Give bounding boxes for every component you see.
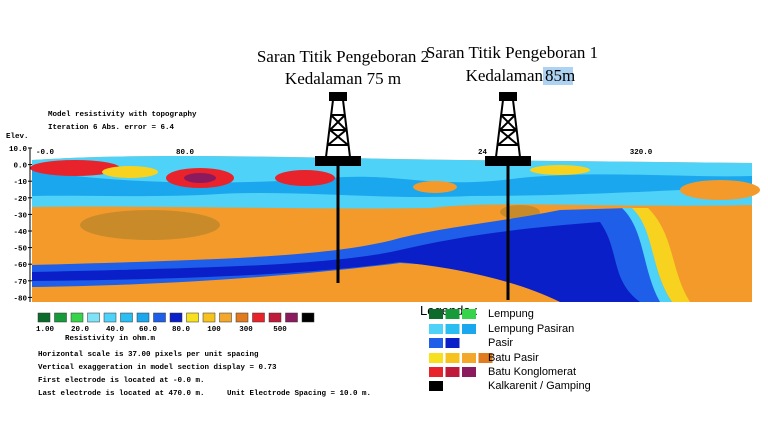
legend-swatch [462,324,476,334]
y-tick-label: -50 [13,246,27,254]
legend-label: Batu Pasir [488,352,539,364]
legend-swatch [429,367,443,377]
scale-swatch [87,312,100,323]
y-tick-label: 0.0 [13,163,27,171]
y-tick-label: -60 [13,262,27,270]
patch [530,165,590,175]
scale-label: 1.00 [36,326,55,334]
legend-swatch [445,367,460,377]
annotation-depth-value: 85m [545,66,575,85]
legend-swatch [445,338,460,348]
scale-label: 300 [239,326,253,334]
legend-swatch [429,324,443,334]
legend-swatch [429,353,443,363]
legend-swatch [429,338,443,348]
y-tick-label: 10.0 [9,146,28,154]
y-tick-label: -70 [13,279,27,287]
rig [485,92,531,300]
note: Last electrode is located at 470.0 m. Un… [38,390,371,398]
y-tick-label: -30 [13,212,27,220]
annotation-depth: Kedalaman 75 m [285,69,401,88]
legend-label: Lempung [488,308,534,320]
legend-swatch [445,353,460,363]
highlight [543,67,573,85]
rig [315,92,361,283]
scale-swatch [136,312,150,323]
scale-label: 80.0 [172,326,191,334]
patch [30,160,120,176]
scale-caption: Resistivity in ohm.m [65,335,156,343]
scale-swatch [70,312,84,323]
patch [275,170,335,186]
fringe [622,208,672,302]
scale-label: 60.0 [139,326,158,334]
scale-swatch [186,312,199,323]
legend-label: Pasir [488,337,513,349]
legend-swatch [445,309,460,319]
x-tick-label: 24 [478,149,488,157]
legend-swatch [462,309,476,319]
iteration: Iteration 6 Abs. error = 6.4 [48,124,175,132]
scale-swatch [169,312,183,323]
scale-swatch [235,312,249,323]
section-title: Model resistivity with topography [48,111,197,119]
scale-label: 20.0 [71,326,90,334]
legend-swatch [429,309,443,319]
patch [413,181,457,193]
scale-label: 40.0 [106,326,125,334]
scale-swatch [103,312,117,323]
scale-swatch [252,312,265,323]
legend-label: Kalkarenit / Gamping [488,380,591,392]
conductive-core [32,222,640,302]
patch [80,210,220,240]
legend-swatch [462,367,476,377]
section [29,148,760,302]
scale-swatch [301,312,315,323]
x-tick-label: 320.0 [630,149,653,157]
scale-swatch [54,312,67,323]
y-tick-label: -40 [13,229,27,237]
annotation-title: Saran Titik Pengeboran 1 [426,43,598,62]
scale-swatch [285,312,298,323]
patch [680,180,760,200]
legend-swatch [429,381,443,391]
annotation-title: Saran Titik Pengeboran 2 [257,47,429,66]
patch [184,173,216,183]
annotation-depth: Kedalaman [466,66,544,85]
scale-swatch [268,312,282,323]
legend-swatch [462,353,476,363]
legend-swatch [445,324,460,334]
legend-swatch [478,353,493,363]
note: First electrode is located at -0.0 m. [38,377,205,385]
y-tick-label: -20 [13,196,27,204]
patch [102,166,158,178]
y-tick-label: -10 [13,179,27,187]
note: Vertical exaggeration in model section d… [38,364,277,372]
x-tick-label: 80.0 [176,149,195,157]
legend-label: Lempung Pasiran [488,323,574,335]
y-tick-label: -80 [13,295,27,303]
scale-swatch [202,312,216,323]
scale-label: 100 [207,326,221,334]
scale-swatch [153,312,166,323]
y-axis-label: Elev. [6,133,29,141]
scale-swatch [120,312,133,323]
patch [500,205,540,219]
note: Horizontal scale is 37.00 pixels per uni… [38,351,259,359]
scale-label: 500 [273,326,287,334]
fringe [630,208,690,302]
legend-label: Batu Konglomerat [488,366,576,378]
scale-swatch [219,312,232,323]
scale-swatch [37,312,51,323]
x-tick-label: -0.0 [36,149,55,157]
upper-blue [32,170,752,197]
